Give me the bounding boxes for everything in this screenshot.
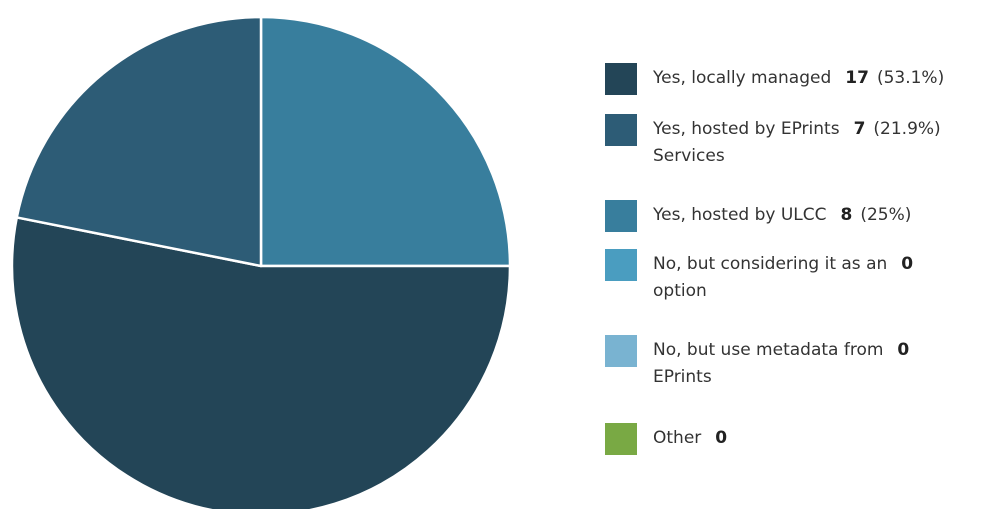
legend-item[interactable]: No, but considering it as an option 0: [605, 249, 987, 305]
legend-count: 0: [897, 340, 910, 360]
legend-item[interactable]: Yes, hosted by ULCC 8 (25%): [605, 200, 987, 232]
legend-text: Yes, hosted by EPrints Services 7 (21.9%): [653, 116, 941, 170]
legend-label: Yes, hosted by EPrints Services: [653, 119, 840, 166]
legend-count: 0: [901, 254, 914, 274]
pie-slice-yes-hosted-by-ulcc[interactable]: [259, 15, 512, 268]
legend-item[interactable]: Other 0: [605, 423, 987, 455]
legend-percent: (25%): [860, 205, 912, 225]
legend-text: No, but use metadata from EPrints 0: [653, 337, 909, 391]
legend-text: Other 0: [653, 425, 727, 452]
pie-slice-yes-hosted-by-eprints-services[interactable]: [15, 15, 263, 268]
legend-label: Yes, locally managed: [653, 68, 832, 88]
legend-count: 0: [715, 428, 728, 448]
legend-text: Yes, locally managed 17 (53.1%): [653, 65, 944, 92]
legend-label: No, but considering it as an option: [653, 254, 888, 301]
legend-text: No, but considering it as an option 0: [653, 251, 913, 305]
legend-label: No, but use metadata from EPrints: [653, 340, 884, 387]
pie-slice-yes-locally-managed[interactable]: [10, 216, 512, 509]
legend-percent: (21.9%): [873, 119, 941, 139]
legend-count: 7: [853, 119, 866, 139]
legend-item[interactable]: No, but use metadata from EPrints 0: [605, 335, 987, 391]
legend-percent: (53.1%): [876, 68, 945, 88]
legend-swatch: [605, 335, 637, 367]
legend-swatch: [605, 63, 637, 95]
legend-swatch: [605, 423, 637, 455]
legend-swatch: [605, 249, 637, 281]
legend-item[interactable]: Yes, hosted by EPrints Services 7 (21.9%): [605, 114, 987, 170]
legend-swatch: [605, 114, 637, 146]
legend-text: Yes, hosted by ULCC 8 (25%): [653, 202, 911, 229]
pie-chart: [10, 15, 512, 509]
legend-count: 17: [845, 68, 869, 88]
legend-label: Other: [653, 428, 702, 448]
legend-count: 8: [840, 205, 853, 225]
legend-label: Yes, hosted by ULCC: [653, 205, 827, 225]
legend-swatch: [605, 200, 637, 232]
legend-item[interactable]: Yes, locally managed 17 (53.1%): [605, 63, 987, 95]
